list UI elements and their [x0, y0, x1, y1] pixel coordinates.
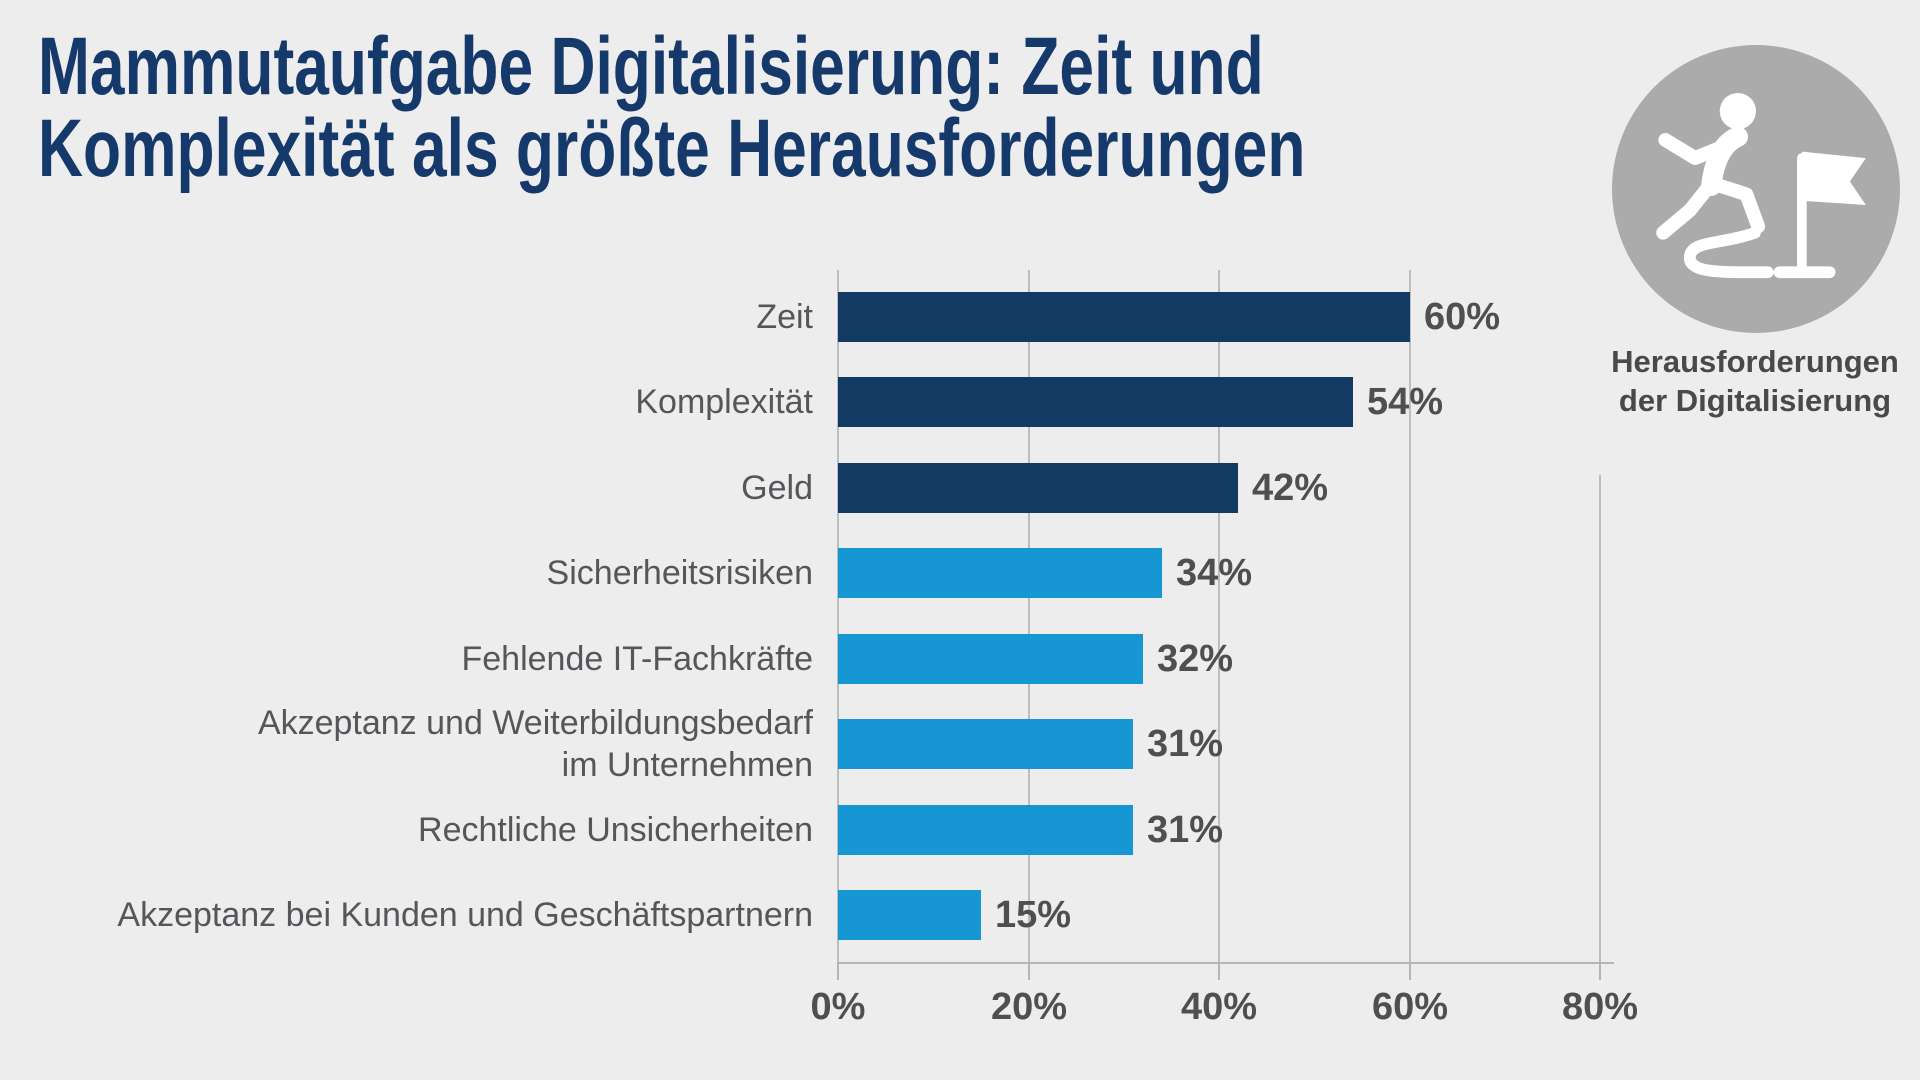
gridline [1599, 475, 1601, 962]
bar-label: Akzeptanz bei Kunden und Geschäftspartne… [117, 896, 813, 934]
bar [838, 719, 1133, 769]
bar-value-label: 42% [1252, 467, 1329, 509]
axis-tick [837, 962, 839, 980]
x-tick-label: 0% [810, 986, 866, 1028]
gridline [837, 270, 839, 962]
bar-label: Rechtliche Unsicherheiten [418, 811, 813, 849]
gridline [1409, 270, 1411, 962]
bar-label: Komplexität [635, 383, 813, 421]
bar-label: Sicherheitsrisiken [546, 554, 813, 592]
bar-label: Zeit [756, 298, 813, 336]
runner-arm [1658, 133, 1739, 165]
bar-value-label: 60% [1424, 296, 1501, 338]
bar-value-label: 32% [1157, 638, 1234, 680]
bar-label: Geld [741, 469, 813, 507]
x-tick-label: 40% [1180, 986, 1258, 1028]
badge-caption-line-2: der Digitalisierung [1618, 383, 1892, 418]
bar-value-label: 54% [1367, 381, 1444, 423]
title-line-1: Mammutaufgabe Digitalisierung: Zeit und [38, 21, 1264, 112]
page-title: Mammutaufgabe Digitalisierung: Zeit und … [38, 26, 1305, 190]
bar [838, 805, 1133, 855]
x-tick-label: 80% [1561, 986, 1639, 1028]
badge-caption-line-1: Herausforderungen [1611, 344, 1899, 379]
bar [838, 548, 1162, 598]
x-tick-label: 60% [1371, 986, 1449, 1028]
x-tick-label: 20% [990, 986, 1068, 1028]
runner-to-flag-icon [1656, 93, 1866, 279]
gridline [1028, 270, 1030, 962]
bar [838, 377, 1353, 427]
route-path [1684, 226, 1774, 279]
x-axis-line [838, 962, 1614, 964]
axis-tick [1218, 962, 1220, 980]
bar [838, 292, 1410, 342]
bar [838, 634, 1143, 684]
bar-value-label: 31% [1147, 723, 1224, 765]
badge-caption: Herausforderungen der Digitalisierung [1560, 342, 1920, 420]
bar [838, 890, 981, 940]
bar-value-label: 34% [1176, 552, 1253, 594]
flag [1801, 151, 1866, 205]
bar-chart: 0% 20% 40% 60% 80% Zeit 60% Komplexität 54% Geld 4… [38, 270, 1898, 1080]
bar [838, 463, 1238, 513]
bar-label: Akzeptanz und Weiterbildungsbedarf im Un… [257, 704, 813, 784]
bar-label: Fehlende IT-Fachkräfte [461, 640, 813, 678]
runner-head [1719, 93, 1756, 130]
runner-front-leg [1706, 176, 1766, 234]
axis-tick [1599, 962, 1601, 980]
bar-value-label: 15% [995, 894, 1072, 936]
title-line-2: Komplexität als größte Herausforderungen [38, 103, 1306, 194]
badge-circle [1612, 45, 1900, 333]
axis-tick [1409, 962, 1411, 980]
runner-back-leg [1656, 176, 1719, 240]
gridline [1218, 270, 1220, 962]
axis-tick [1028, 962, 1030, 980]
bar-value-label: 31% [1147, 809, 1224, 851]
plot-area: 0% 20% 40% 60% 80% Zeit 60% Komplexität 54% Geld 4… [38, 270, 1898, 1080]
